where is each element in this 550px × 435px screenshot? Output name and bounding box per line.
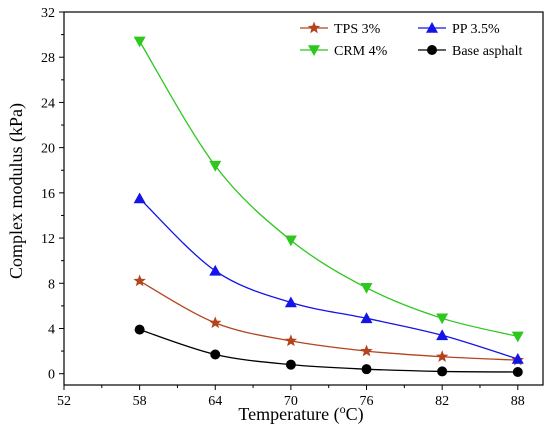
- x-tick-label: 76: [360, 394, 374, 409]
- x-axis-title: Temperature (oC): [238, 402, 363, 425]
- x-tick-label: 88: [511, 394, 525, 409]
- series-layer: [133, 36, 524, 378]
- data-point: [284, 334, 298, 347]
- data-point: [133, 36, 146, 48]
- y-axis-title: Complex modulus (kPa): [6, 103, 27, 279]
- series-line: [139, 41, 518, 338]
- legend-label: CRM 4%: [334, 44, 388, 59]
- y-tick-label: 0: [48, 368, 55, 383]
- data-point: [133, 192, 146, 204]
- legend-label: Base asphalt: [452, 44, 522, 59]
- legend-marker: [427, 45, 437, 55]
- legend-box: [296, 16, 538, 62]
- legend-label: TPS 3%: [334, 22, 381, 37]
- data-point: [209, 264, 222, 276]
- plot-border: [63, 11, 544, 386]
- x-axis: 52 58 64 70 76 82 88: [57, 385, 525, 409]
- series-pp-3-5-: [133, 192, 524, 364]
- data-point: [209, 160, 222, 172]
- data-point: [511, 331, 524, 343]
- x-tick-label: 82: [435, 394, 449, 409]
- legend-label: PP 3.5%: [452, 22, 500, 37]
- data-point: [360, 344, 373, 357]
- data-point: [436, 329, 449, 341]
- y-tick-label: 28: [41, 51, 55, 66]
- data-point: [435, 350, 449, 362]
- data-point: [360, 282, 373, 294]
- data-point: [210, 349, 221, 360]
- x-tick-label: 64: [208, 394, 222, 409]
- legend-marker: [426, 22, 438, 33]
- series-line: [139, 280, 518, 361]
- y-axis: 0 4 8 12 16 20 24 28 32: [41, 6, 64, 383]
- data-point: [134, 324, 145, 335]
- series-line: [139, 198, 518, 360]
- legend: TPS 3% PP 3.5% CRM 4% Base asphalt: [296, 16, 538, 62]
- legend-marker: [307, 21, 321, 34]
- series-line: [139, 328, 518, 373]
- x-tick-label: 70: [284, 394, 298, 409]
- series-base-asphalt: [134, 324, 523, 378]
- y-tick-label: 8: [48, 277, 55, 292]
- plot-frame: [63, 11, 544, 386]
- data-point: [361, 364, 372, 375]
- series-crm-4-: [133, 36, 524, 343]
- data-point: [360, 312, 373, 324]
- data-point: [437, 366, 448, 377]
- data-point: [284, 235, 297, 247]
- data-point: [209, 316, 222, 329]
- y-tick-label: 4: [48, 322, 55, 337]
- y-tick-label: 24: [41, 96, 55, 111]
- x-tick-label: 58: [133, 394, 147, 409]
- series-tps-3-: [133, 274, 524, 366]
- data-point: [284, 296, 297, 308]
- y-tick-label: 12: [41, 232, 55, 247]
- data-point: [511, 353, 524, 364]
- y-tick-label: 16: [41, 187, 55, 202]
- data-point: [285, 359, 296, 370]
- data-point: [436, 313, 449, 325]
- x-tick-label: 52: [57, 394, 71, 409]
- data-point: [512, 367, 523, 378]
- data-point: [133, 274, 146, 287]
- y-tick-label: 32: [41, 6, 55, 21]
- y-tick-label: 20: [41, 142, 55, 157]
- legend-marker: [308, 45, 320, 56]
